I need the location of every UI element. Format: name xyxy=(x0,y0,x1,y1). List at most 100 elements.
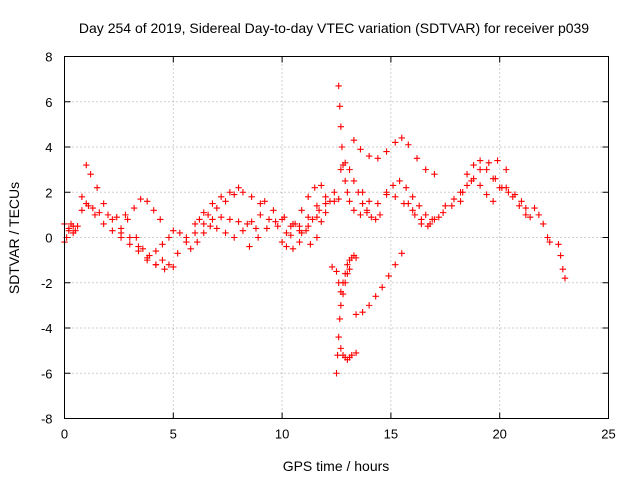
data-point xyxy=(422,211,429,219)
data-point xyxy=(170,263,177,271)
data-point xyxy=(130,204,138,212)
series-s19 xyxy=(350,134,438,178)
x-tick-label: 0 xyxy=(61,427,68,442)
data-point xyxy=(476,157,484,164)
series-s30 xyxy=(328,252,360,295)
series-s18 xyxy=(337,159,384,223)
data-point xyxy=(187,245,194,253)
data-point xyxy=(270,207,277,214)
data-point xyxy=(222,198,229,205)
data-point xyxy=(383,148,390,155)
data-point xyxy=(424,222,432,230)
data-point xyxy=(278,216,286,223)
data-point xyxy=(222,229,229,237)
data-point xyxy=(396,177,403,185)
data-point xyxy=(183,234,190,241)
data-point xyxy=(100,200,107,207)
data-point xyxy=(333,370,340,377)
data-point xyxy=(196,216,203,223)
series-s6 xyxy=(133,227,184,259)
data-point xyxy=(137,195,144,203)
data-point xyxy=(365,152,373,160)
data-point xyxy=(535,211,543,219)
data-point xyxy=(126,234,133,241)
data-point xyxy=(335,82,342,90)
data-point xyxy=(435,213,442,221)
y-tick-label: -6 xyxy=(41,366,53,381)
data-point xyxy=(439,209,447,216)
data-point xyxy=(392,139,399,146)
data-point xyxy=(337,302,345,309)
data-point xyxy=(492,175,499,182)
data-point xyxy=(72,227,79,234)
data-point xyxy=(246,243,253,250)
y-tick-label: 6 xyxy=(45,95,52,110)
data-point xyxy=(313,213,321,221)
data-point xyxy=(248,218,255,225)
data-point xyxy=(96,209,103,216)
data-point xyxy=(339,290,347,298)
data-point xyxy=(296,238,303,246)
data-point xyxy=(263,225,271,232)
y-axis-label: SDTVAR / TECUs xyxy=(6,182,22,294)
series-s2 xyxy=(61,220,79,246)
chart-title: Day 254 of 2019, Sidereal Day-to-day VTE… xyxy=(79,20,589,36)
data-point xyxy=(335,195,342,203)
data-point xyxy=(357,146,364,153)
data-point xyxy=(383,189,390,196)
data-point xyxy=(272,218,279,225)
data-point xyxy=(159,256,166,264)
data-point xyxy=(78,207,86,214)
series-s25 xyxy=(457,175,497,205)
data-point xyxy=(85,202,92,210)
data-point xyxy=(372,293,379,300)
series-s14 xyxy=(291,182,325,228)
data-point xyxy=(252,225,260,232)
data-point xyxy=(291,220,299,228)
data-point xyxy=(337,166,345,173)
data-point xyxy=(124,216,131,223)
data-point xyxy=(91,211,99,219)
data-point xyxy=(350,137,358,144)
data-point xyxy=(161,265,168,273)
series-s23 xyxy=(442,157,510,210)
data-point xyxy=(287,232,295,239)
data-point xyxy=(305,213,312,221)
data-point xyxy=(557,252,564,259)
data-point xyxy=(200,220,207,228)
x-tick-label: 10 xyxy=(275,427,289,442)
data-point xyxy=(289,245,297,253)
series-s26 xyxy=(492,175,530,212)
data-point xyxy=(483,191,490,198)
data-point xyxy=(143,256,151,264)
series-s20 xyxy=(359,189,434,228)
data-point xyxy=(213,204,221,212)
data-points xyxy=(61,82,569,377)
data-point xyxy=(239,189,247,196)
data-point xyxy=(159,241,166,248)
data-point xyxy=(200,229,207,237)
data-point xyxy=(322,200,329,207)
data-point xyxy=(405,200,412,207)
data-point xyxy=(352,254,360,262)
data-point xyxy=(296,222,303,230)
data-point xyxy=(334,351,341,359)
data-point xyxy=(152,247,160,255)
data-point xyxy=(117,229,125,237)
series-s5 xyxy=(117,195,164,237)
data-point xyxy=(87,170,94,178)
data-point xyxy=(365,302,373,309)
data-point xyxy=(555,241,562,248)
data-point xyxy=(463,170,471,178)
series-s22 xyxy=(405,198,464,230)
series-s7 xyxy=(165,213,260,268)
data-point xyxy=(204,211,212,219)
data-point xyxy=(392,193,399,200)
data-point xyxy=(226,189,234,196)
data-point xyxy=(217,193,225,200)
data-point xyxy=(326,198,334,205)
data-point xyxy=(231,234,238,241)
axis-ticks: 0 5 10 15 20 25 -8 -6 -4 -2 0 2 4 6 8 xyxy=(41,50,616,442)
data-point xyxy=(359,200,366,207)
